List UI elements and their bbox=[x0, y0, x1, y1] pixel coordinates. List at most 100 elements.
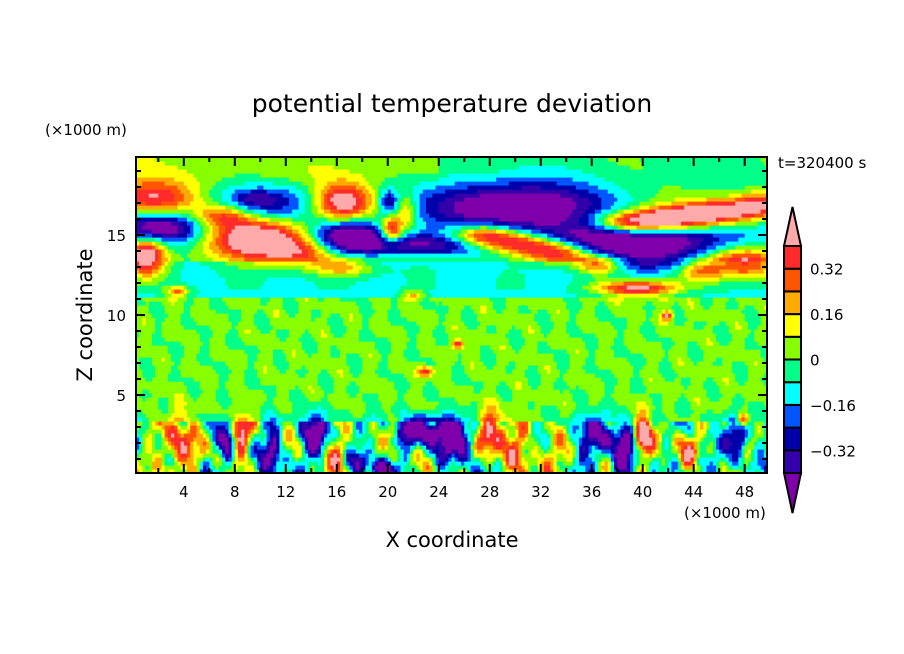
contour-cell bbox=[607, 273, 631, 278]
contour-cell bbox=[397, 441, 405, 446]
contour-cell bbox=[241, 205, 249, 210]
contour-cell bbox=[572, 469, 577, 474]
contour-cell bbox=[139, 437, 143, 442]
contour-cell bbox=[655, 305, 672, 310]
contour-cell bbox=[578, 349, 590, 354]
contour-cell bbox=[604, 393, 612, 398]
contour-cell bbox=[668, 297, 688, 302]
contour-cell bbox=[161, 261, 166, 266]
contour-cell bbox=[543, 449, 548, 454]
contour-cell bbox=[199, 425, 204, 430]
contour-cell bbox=[324, 193, 328, 198]
contour-cell bbox=[744, 341, 759, 346]
contour-cell bbox=[464, 345, 481, 350]
contour-cell bbox=[381, 241, 386, 246]
contour-cell bbox=[480, 245, 488, 250]
contour-cell bbox=[225, 449, 230, 454]
contour-cell bbox=[693, 325, 704, 330]
contour-cell bbox=[677, 441, 695, 446]
contour-cell bbox=[298, 429, 303, 434]
contour-cell bbox=[607, 289, 615, 294]
contour-cell bbox=[222, 241, 230, 246]
contour-cell bbox=[314, 245, 319, 250]
contour-cell bbox=[658, 461, 663, 466]
contour-cell bbox=[550, 369, 561, 374]
contour-cell bbox=[476, 449, 484, 454]
contour-cell bbox=[317, 349, 331, 354]
contour-cell bbox=[327, 449, 331, 454]
contour-cell bbox=[394, 413, 402, 418]
contour-cell bbox=[225, 229, 233, 234]
contour-cell bbox=[480, 433, 484, 438]
contour-cell bbox=[693, 465, 698, 470]
contour-cell bbox=[279, 369, 287, 374]
contour-cell bbox=[397, 205, 402, 210]
chart-title: potential temperature deviation bbox=[252, 89, 652, 118]
contour-cell bbox=[547, 445, 551, 450]
contour-cell bbox=[202, 229, 210, 234]
contour-cell bbox=[473, 453, 504, 458]
contour-cell bbox=[435, 453, 440, 458]
contour-cell bbox=[155, 245, 159, 250]
contour-cell bbox=[171, 433, 175, 438]
contour-cell bbox=[550, 461, 555, 466]
contour-cell bbox=[269, 437, 274, 442]
contour-cell bbox=[623, 217, 631, 222]
contour-cell bbox=[607, 421, 612, 426]
contour-cell bbox=[151, 229, 179, 234]
contour-cell bbox=[237, 213, 245, 218]
contour-cell bbox=[563, 269, 580, 274]
contour-cell bbox=[527, 461, 539, 466]
contour-cell bbox=[161, 441, 166, 446]
contour-cell bbox=[228, 365, 249, 370]
contour-cell bbox=[253, 361, 274, 366]
contour-cell bbox=[578, 297, 609, 302]
contour-cell bbox=[754, 449, 759, 454]
contour-cell bbox=[620, 257, 628, 262]
contour-cell bbox=[569, 317, 577, 322]
contour-cell bbox=[543, 241, 551, 246]
contour-cell bbox=[556, 433, 564, 438]
contour-cell bbox=[381, 405, 392, 410]
contour-cell bbox=[505, 429, 510, 434]
contour-cell bbox=[524, 337, 583, 342]
contour-cell bbox=[365, 261, 382, 266]
contour-cell bbox=[355, 301, 373, 306]
contour-cell bbox=[158, 245, 166, 250]
contour-cell bbox=[320, 221, 341, 226]
contour-cell bbox=[241, 249, 303, 254]
contour-cell bbox=[502, 445, 510, 450]
contour-cell bbox=[202, 245, 210, 250]
contour-cell bbox=[588, 393, 606, 398]
contour-cell bbox=[202, 457, 207, 462]
contour-cell bbox=[148, 465, 153, 470]
contour-cell bbox=[588, 213, 596, 218]
contour-cell bbox=[139, 425, 150, 430]
contour-cell bbox=[336, 205, 354, 210]
contour-cell bbox=[747, 461, 752, 466]
contour-cell bbox=[311, 197, 316, 202]
contour-cell bbox=[136, 381, 185, 386]
contour-cell bbox=[202, 389, 217, 394]
contour-cell bbox=[186, 293, 198, 298]
contour-cell bbox=[193, 229, 201, 234]
contour-cell bbox=[716, 217, 727, 222]
contour-cell bbox=[617, 461, 628, 466]
contour-cell bbox=[381, 189, 389, 194]
contour-cell bbox=[588, 425, 602, 430]
contour-cell bbox=[486, 433, 491, 438]
contour-cell bbox=[295, 437, 300, 442]
contour-cell bbox=[365, 457, 370, 462]
contour-cell bbox=[397, 301, 421, 306]
contour-cell bbox=[301, 469, 306, 474]
contour-cell bbox=[196, 293, 395, 298]
contour-cell bbox=[209, 297, 223, 302]
contour-cell bbox=[712, 329, 730, 334]
contour-cell bbox=[492, 365, 507, 370]
contour-cell bbox=[327, 457, 331, 462]
contour-cell bbox=[649, 421, 653, 426]
contour-cell bbox=[193, 301, 210, 306]
contour-cell bbox=[451, 237, 459, 242]
contour-cell bbox=[244, 257, 319, 262]
contour-cell bbox=[744, 461, 749, 466]
